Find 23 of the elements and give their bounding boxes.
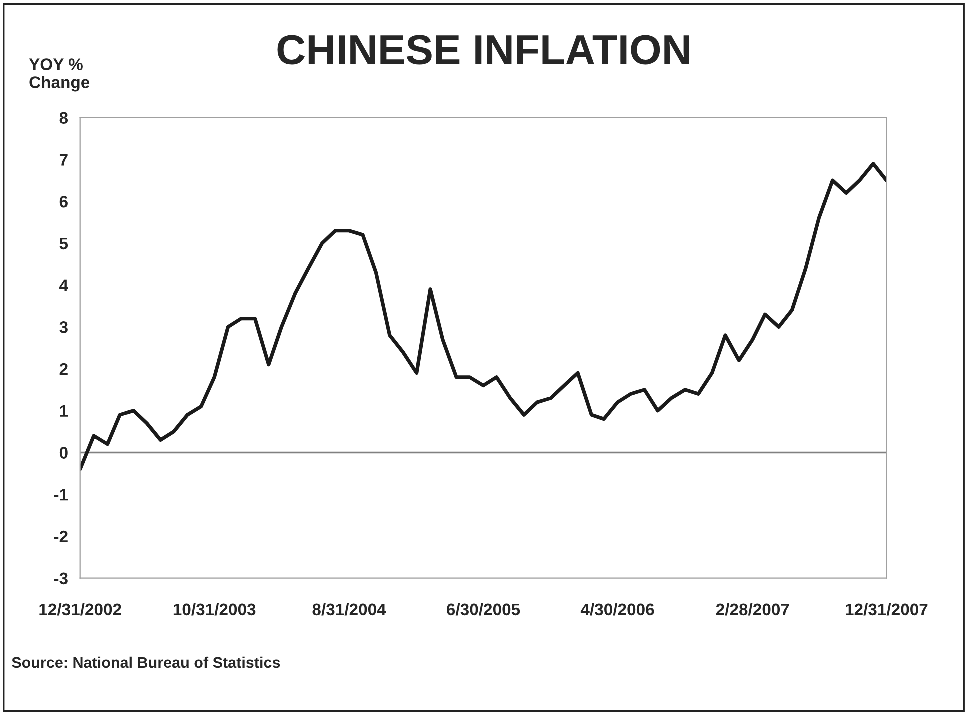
line-series [80, 162, 887, 472]
y-tick-label: 3 [60, 322, 68, 334]
y-tick-label: 6 [60, 196, 68, 208]
chart-title: CHINESE INFLATION [278, 35, 690, 65]
y-tick-label: -3 [54, 572, 68, 585]
y-tick-label: 8 [60, 112, 68, 124]
x-tick-label: 12/31/2002 [40, 603, 122, 616]
x-tick-label: 10/31/2003 [174, 603, 256, 616]
y-tick-label: 7 [60, 154, 68, 166]
x-tick-label: 4/30/2006 [580, 603, 654, 616]
y-tick-label: -2 [54, 530, 68, 543]
source-note: Source: National Bureau of Statistics [12, 656, 280, 668]
y-tick-label: 2 [60, 363, 68, 376]
x-tick-label: 6/30/2005 [447, 603, 520, 616]
x-tick-label: 12/31/2007 [846, 603, 928, 616]
y-tick-label: 0 [60, 447, 68, 459]
y-tick-label: 4 [60, 280, 68, 292]
y-tick-label: -1 [54, 489, 68, 501]
y-tick-label: 1 [60, 405, 68, 417]
x-tick-label: 2/28/2007 [716, 603, 790, 616]
y-tick-label: 5 [60, 238, 68, 250]
y-axis-title: YOY % Change [29, 58, 90, 92]
x-tick-label: 8/31/2004 [312, 603, 386, 616]
